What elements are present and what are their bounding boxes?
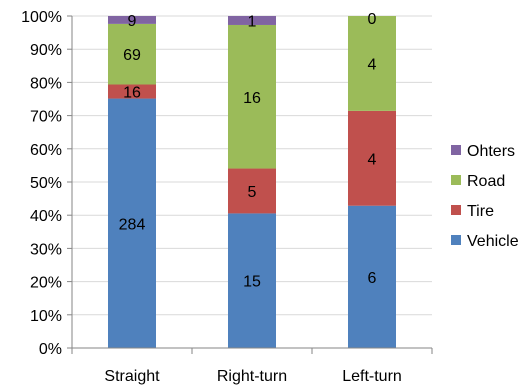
y-tick-label: 70% [30, 109, 62, 126]
bar-right-turn-tire [228, 168, 276, 214]
legend-swatch-road [451, 175, 461, 185]
legend-swatch-ohters [451, 145, 461, 155]
data-label-left-turn-road: 4 [368, 56, 377, 73]
x-tick-label: Straight [104, 368, 160, 385]
data-label-right-turn-vehicle: 15 [243, 274, 261, 291]
y-tick-label: 20% [30, 275, 62, 292]
legend-label-ohters: Ohters [467, 143, 515, 160]
y-tick-label: 0% [39, 341, 62, 358]
legend-label-road: Road [467, 173, 505, 190]
y-tick-label: 10% [30, 308, 62, 325]
data-label-left-turn-vehicle: 6 [368, 270, 377, 287]
y-tick-label: 60% [30, 142, 62, 159]
x-tick-label: Left-turn [342, 368, 402, 385]
data-label-right-turn-tire: 5 [248, 184, 257, 201]
axes: 0% 10% 20% 30% 40% 50% 60% 70% 80% 90% 100% Straigh… [21, 9, 433, 385]
bar-right-turn-ohters [228, 16, 276, 25]
data-label-right-turn-ohters: 1 [248, 13, 257, 30]
legend-swatch-tire [451, 205, 461, 215]
y-tick-label: 100% [21, 9, 62, 26]
legend-label-vehicle: Vehicle [467, 233, 519, 250]
legend: Ohters Road Tire Vehicle [451, 143, 519, 250]
x-tick-label: Right-turn [217, 368, 287, 385]
bar-right-turn-road [228, 24, 276, 169]
y-tick-label: 30% [30, 241, 62, 258]
legend-label-tire: Tire [467, 203, 494, 220]
bars [108, 16, 396, 348]
data-label-straight-vehicle: 284 [119, 216, 146, 233]
bar-straight-road [108, 23, 156, 85]
data-label-straight-ohters: 9 [128, 13, 137, 30]
data-label-straight-tire: 16 [123, 85, 141, 102]
bar-left-turn-tire [348, 110, 396, 206]
y-tick-label: 80% [30, 75, 62, 92]
bar-left-turn-road [348, 16, 396, 111]
bar-straight-vehicle [108, 98, 156, 348]
y-tick-label: 90% [30, 42, 62, 59]
bar-straight-tire [108, 84, 156, 99]
y-tick-label: 50% [30, 175, 62, 192]
data-label-left-turn-ohters: 0 [368, 11, 377, 28]
data-label-right-turn-road: 16 [243, 90, 261, 107]
bar-straight-ohters [108, 16, 156, 24]
data-label-left-turn-tire: 4 [368, 151, 377, 168]
legend-swatch-vehicle [451, 235, 461, 245]
bar-right-turn-vehicle [228, 213, 276, 348]
bar-left-turn-vehicle [348, 205, 396, 348]
y-tick-label: 40% [30, 208, 62, 225]
data-label-straight-road: 69 [123, 47, 141, 64]
